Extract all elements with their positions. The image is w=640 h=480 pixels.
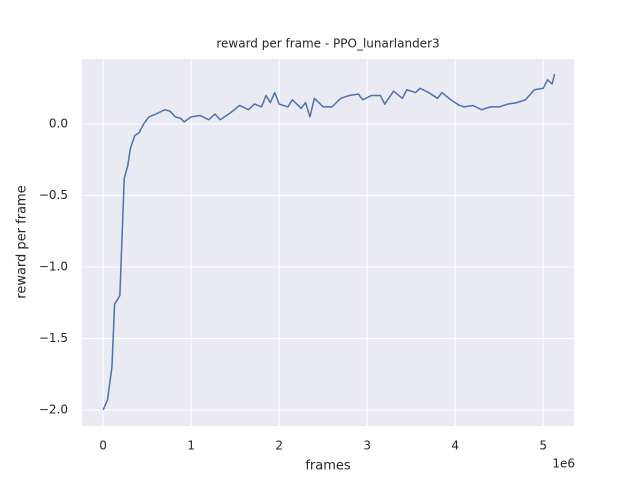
- x-offset-label: 1e6: [552, 457, 575, 471]
- y-axis-label: reward per frame: [15, 185, 30, 298]
- x-tick-label: 5: [539, 439, 547, 453]
- y-tick-label: −2.0: [39, 402, 68, 416]
- y-tick-label: −1.0: [39, 260, 68, 274]
- y-tick-label: 0.0: [49, 117, 68, 131]
- x-tick-label: 4: [451, 439, 459, 453]
- chart-title: reward per frame - PPO_lunarlander3: [216, 37, 439, 51]
- x-tick-label: 3: [363, 439, 371, 453]
- x-tick-label: 1: [187, 439, 195, 453]
- x-tick-label: 0: [99, 439, 107, 453]
- x-axis-label: frames: [305, 459, 351, 474]
- y-tick-label: −1.5: [39, 331, 68, 345]
- y-tick-label: −0.5: [39, 188, 68, 202]
- x-tick-label: 2: [275, 439, 283, 453]
- plot-area: [82, 59, 574, 426]
- line-series: [102, 73, 556, 411]
